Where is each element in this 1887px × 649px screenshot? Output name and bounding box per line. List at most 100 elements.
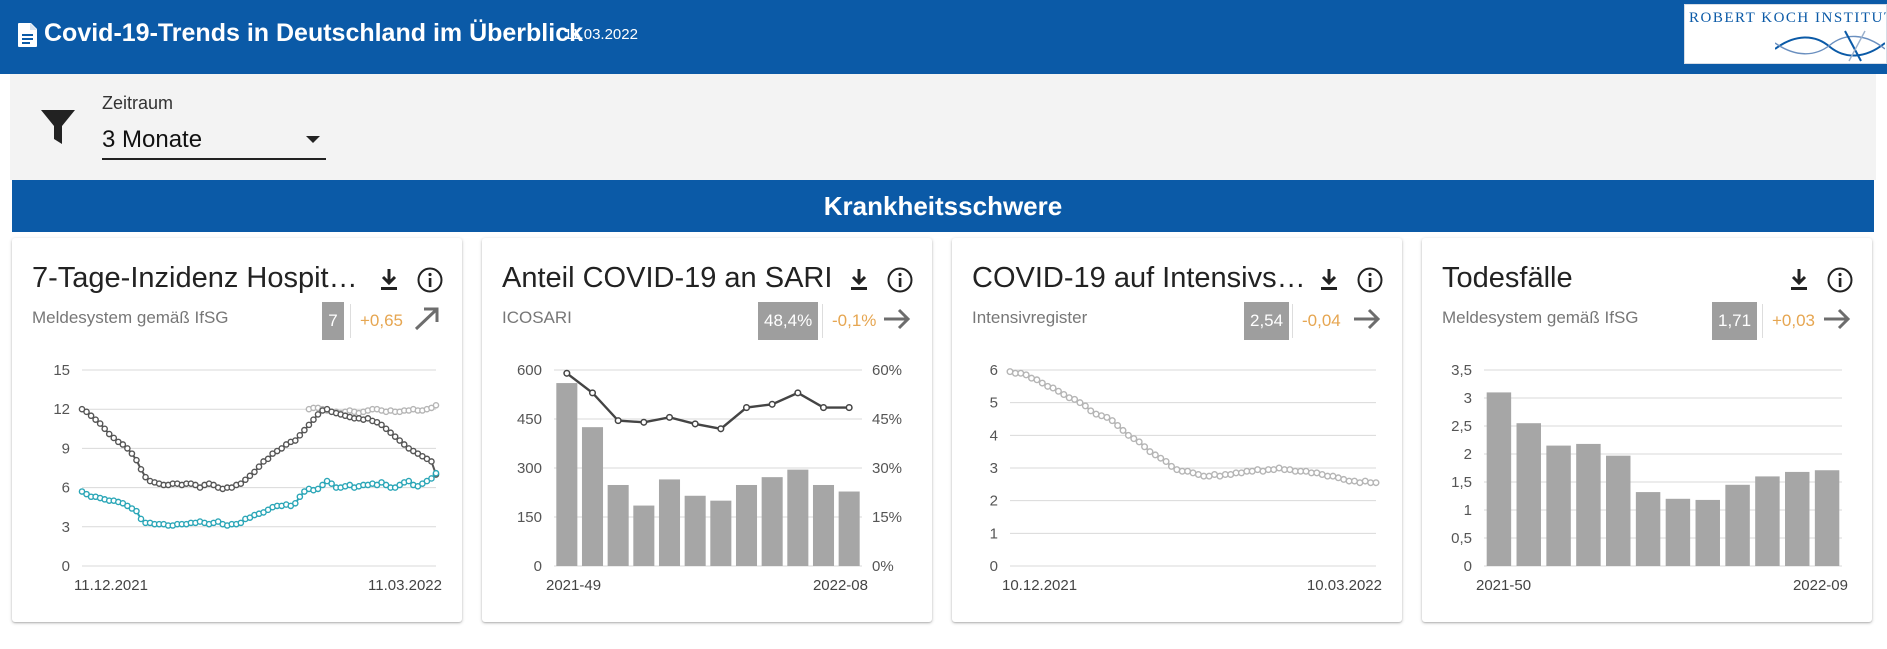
bar: [710, 500, 732, 566]
series-teal-point: [314, 485, 322, 493]
info-icon[interactable]: [1826, 266, 1854, 294]
icu-series-point: [1022, 371, 1030, 379]
series-dark-line: [81, 408, 437, 490]
badge-divider: [1292, 304, 1293, 338]
document-icon: [18, 23, 37, 47]
icu-series-point: [1038, 379, 1046, 387]
bar: [761, 477, 783, 566]
download-icon[interactable]: [846, 266, 872, 292]
y-tick-label: 1,5: [1451, 474, 1472, 491]
series-dark-point: [396, 437, 403, 444]
y-tick-label: 0: [990, 558, 998, 575]
download-icon[interactable]: [376, 266, 402, 292]
bar: [556, 383, 578, 566]
icu-series-point: [1146, 448, 1154, 456]
x-tick-label-first: 2021-49: [546, 577, 601, 594]
y-tick-label: 150: [517, 509, 542, 526]
icu-series-point: [1162, 457, 1170, 465]
change-value: -0,04: [1302, 311, 1341, 330]
sari-percent-point: [819, 404, 828, 412]
card-title: Anteil COVID-19 an SARI: [502, 262, 833, 294]
trend-right-arrow-icon: [884, 308, 911, 330]
info-icon[interactable]: [886, 266, 914, 294]
sari-percent-point: [588, 389, 597, 397]
y-tick-label: 1: [1464, 502, 1472, 519]
card-source: ICOSARI: [502, 308, 572, 327]
icu-series-point: [1060, 391, 1068, 399]
value-badge: 1,71: [1712, 302, 1758, 340]
trend-up-right-arrow-icon: [414, 307, 439, 331]
rki-logo[interactable]: ROBERT KOCH INSTITUT: [1684, 4, 1887, 64]
series-dark-point: [128, 450, 136, 457]
y-tick-label: 15: [53, 362, 70, 379]
series-teal-point: [405, 477, 413, 485]
icu-series-point: [1119, 426, 1127, 434]
bar: [1695, 499, 1720, 566]
x-tick-label-first: 11.12.2021: [74, 577, 148, 594]
bar: [735, 484, 758, 566]
trend-right-arrow-icon: [1354, 308, 1381, 330]
sari-percent-point: [665, 413, 674, 421]
card-title: Todesfälle: [1442, 262, 1573, 294]
info-icon[interactable]: [1356, 266, 1384, 294]
series-dark-point: [251, 468, 258, 476]
series-dark-point: [96, 420, 104, 427]
series-dark-point: [105, 430, 113, 438]
icu-series-point: [1372, 479, 1380, 487]
bar: [684, 495, 706, 566]
sari-chart: 0 0% 150 15% 300 30% 450 45% 600 60% 2021-49 2022-0…: [517, 362, 902, 594]
series-dark-point: [428, 458, 435, 465]
value-badge: 2,54: [1244, 302, 1290, 340]
sari-percent-point: [768, 400, 776, 408]
page-title: Covid-19-Trends in Deutschland im Überbl…: [44, 19, 584, 47]
timeframe-select[interactable]: 3 Monate: [102, 118, 326, 160]
download-icon[interactable]: [1786, 266, 1812, 292]
sari-percent-point: [691, 420, 699, 428]
icu-series-point: [1141, 443, 1149, 451]
card-hospitalization: 7-Tage-Inzidenz Hospitalisierung Meldesy…: [12, 238, 462, 622]
series-dark-point: [133, 456, 140, 464]
y-tick-label: 0: [1464, 558, 1472, 575]
change-value: +0,03: [1772, 311, 1816, 330]
series-dark-point: [124, 445, 131, 452]
series-dark-point: [101, 425, 108, 433]
x-tick-label-last: 2022-08: [813, 577, 868, 594]
series-dark-point: [400, 441, 408, 448]
bar: [1755, 476, 1780, 566]
series-dark-point: [255, 463, 263, 470]
change-value: -0,1%: [832, 311, 877, 330]
bar: [633, 505, 655, 566]
series-dark-point: [310, 416, 317, 423]
icu-series-point: [1124, 431, 1132, 439]
series-dark-point: [314, 411, 322, 418]
series-light-point: [432, 401, 440, 409]
rki-logo-mark-icon: [1775, 30, 1885, 62]
y-tick-label: 2: [990, 493, 998, 510]
y-tick-label: 6: [62, 480, 70, 497]
series-teal-point: [328, 480, 335, 487]
filter-icon: [41, 110, 75, 144]
y-tick-label: 1: [990, 525, 998, 542]
download-icon[interactable]: [1316, 266, 1342, 292]
report-date: 11.03.2022: [564, 26, 638, 43]
series-dark-point: [387, 429, 394, 437]
card-source: Meldesystem gemäß IfSG: [1442, 308, 1639, 327]
icu-series-point: [1130, 435, 1138, 443]
timeframe-selected-value: 3 Monate: [102, 126, 203, 153]
y-tick-label: 3: [1464, 390, 1472, 407]
icu-series-point: [1071, 395, 1079, 403]
trend-right-arrow-icon: [1824, 308, 1851, 330]
y2-tick-label: 30%: [872, 460, 902, 477]
y2-tick-label: 15%: [872, 509, 902, 526]
series-teal-point: [137, 515, 145, 523]
sari-percent-point: [717, 425, 725, 433]
series-dark-point: [301, 426, 308, 434]
icu-series-point: [1033, 376, 1041, 384]
icu-series-point: [1114, 422, 1122, 430]
y-tick-label: 3,5: [1451, 362, 1472, 379]
y-tick-label: 450: [517, 411, 542, 428]
x-tick-label-last: 2022-09: [1793, 577, 1848, 594]
series-dark-point: [137, 466, 145, 473]
sari-percent-point: [640, 418, 648, 426]
info-icon[interactable]: [416, 266, 444, 294]
